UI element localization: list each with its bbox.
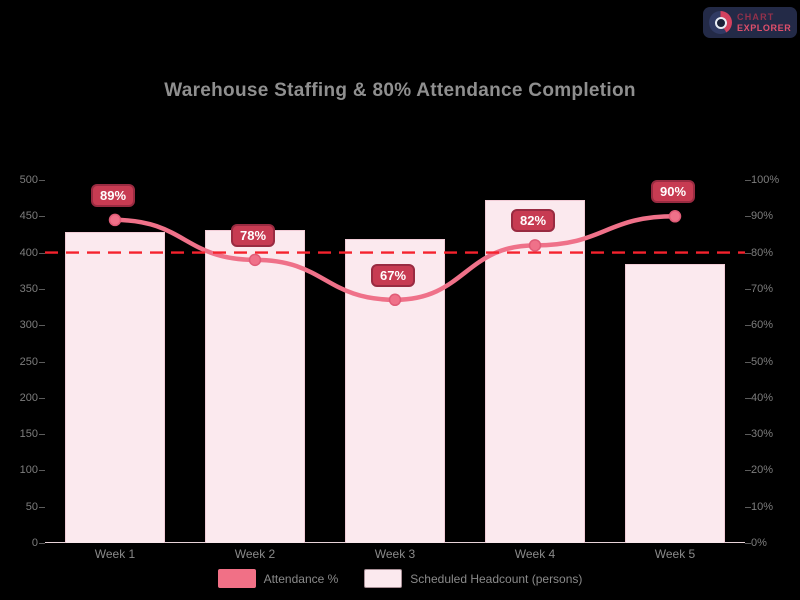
- legend-item-headcount[interactable]: Scheduled Headcount (persons): [364, 569, 582, 588]
- brand-logo-line1: CHART: [737, 12, 775, 23]
- right-axis-label: 30%: [751, 428, 774, 441]
- right-axis-tick: [745, 434, 751, 436]
- left-axis-tick: [39, 361, 45, 363]
- left-axis-tick: [39, 397, 45, 399]
- left-axis-tick: [39, 180, 45, 181]
- data-label-badge-1: 89%: [91, 183, 136, 207]
- data-label-badge-3: 67%: [371, 263, 416, 287]
- right-axis-label: 40%: [751, 391, 774, 404]
- bar-week-5[interactable]: [625, 264, 725, 543]
- left-axis-label: 350: [19, 282, 38, 295]
- right-axis-tick: [745, 543, 751, 544]
- left-axis-label: 300: [19, 319, 38, 332]
- right-axis-label: 0%: [751, 537, 767, 549]
- left-axis-tick: [39, 506, 45, 508]
- left-axis-label: 150: [19, 428, 38, 441]
- left-axis-label: 200: [19, 391, 38, 404]
- line-point-4[interactable]: [528, 239, 542, 252]
- x-axis-label-4: Week 4: [514, 547, 556, 561]
- line-layer: [45, 210, 745, 307]
- data-label-badge-2: 78%: [231, 223, 276, 247]
- right-axis-tick: [745, 470, 751, 472]
- line-point-1[interactable]: [108, 213, 122, 227]
- right-axis-label: 80%: [751, 246, 774, 259]
- right-axis-label: 50%: [751, 355, 774, 368]
- left-axis-tick: [39, 288, 45, 290]
- right-axis-tick: [745, 252, 751, 254]
- x-axis-label-2: Week 2: [234, 547, 276, 561]
- line-point-2[interactable]: [248, 253, 262, 267]
- left-axis-tick: [39, 216, 45, 218]
- right-axis-label: 100%: [751, 174, 780, 186]
- left-axis-tick: [39, 325, 45, 327]
- right-axis-tick: [745, 288, 751, 290]
- left-axis-label: 450: [19, 210, 38, 223]
- legend: Attendance % Scheduled Headcount (person…: [0, 569, 800, 588]
- donut-logo-icon: [709, 11, 732, 34]
- right-axis-tick: [745, 361, 751, 363]
- attendance-line[interactable]: [112, 214, 678, 303]
- legend-label-attendance: Attendance %: [263, 571, 339, 586]
- right-axis-tick: [745, 216, 751, 218]
- brand-logo-text: CHART EXPLORER: [737, 12, 791, 33]
- bar-week-2[interactable]: [205, 230, 305, 543]
- plot-area: 89% 78% 67% 82% 90%: [45, 180, 745, 543]
- legend-label-headcount: Scheduled Headcount (persons): [410, 571, 583, 586]
- bar-week-3[interactable]: [345, 238, 445, 543]
- line-point-5[interactable]: [668, 210, 682, 223]
- right-axis-label: 60%: [751, 319, 774, 332]
- brand-logo-line2: EXPLORER: [737, 22, 792, 33]
- data-label-badge-5: 90%: [651, 180, 696, 204]
- x-axis-label-1: Week 1: [94, 547, 136, 561]
- right-axis-label: 20%: [751, 464, 774, 477]
- legend-swatch-headcount: [364, 569, 403, 588]
- right-axis-label: 70%: [751, 282, 774, 295]
- right-axis-tick: [745, 180, 751, 181]
- left-axis-label: 50: [25, 500, 38, 513]
- right-axis-tick: [745, 506, 751, 508]
- left-axis-label: 500: [19, 174, 38, 186]
- legend-item-attendance[interactable]: Attendance %: [217, 569, 339, 588]
- brand-logo: CHART EXPLORER: [703, 7, 797, 38]
- bar-week-1[interactable]: [65, 232, 165, 543]
- x-axis-label-5: Week 5: [654, 547, 696, 561]
- line-point-3[interactable]: [388, 293, 402, 307]
- data-label-badge-4: 82%: [511, 209, 556, 233]
- left-axis-label: 400: [19, 246, 38, 259]
- right-axis-tick: [745, 397, 751, 399]
- legend-swatch-attendance: [217, 569, 256, 588]
- right-axis-tick: [745, 325, 751, 327]
- left-axis-label: 0: [31, 537, 38, 549]
- right-axis-label: 10%: [751, 500, 774, 513]
- left-axis-tick: [39, 543, 45, 544]
- right-axis-label: 90%: [751, 210, 774, 223]
- x-axis-label-3: Week 3: [374, 547, 416, 561]
- chart-title: Warehouse Staffing & 80% Attendance Comp…: [164, 80, 636, 101]
- left-axis-tick: [39, 434, 45, 436]
- left-axis-label: 100: [19, 464, 38, 477]
- left-axis-tick: [39, 252, 45, 254]
- left-axis-tick: [39, 470, 45, 472]
- bar-week-4[interactable]: [485, 200, 585, 543]
- left-axis-label: 250: [19, 355, 38, 368]
